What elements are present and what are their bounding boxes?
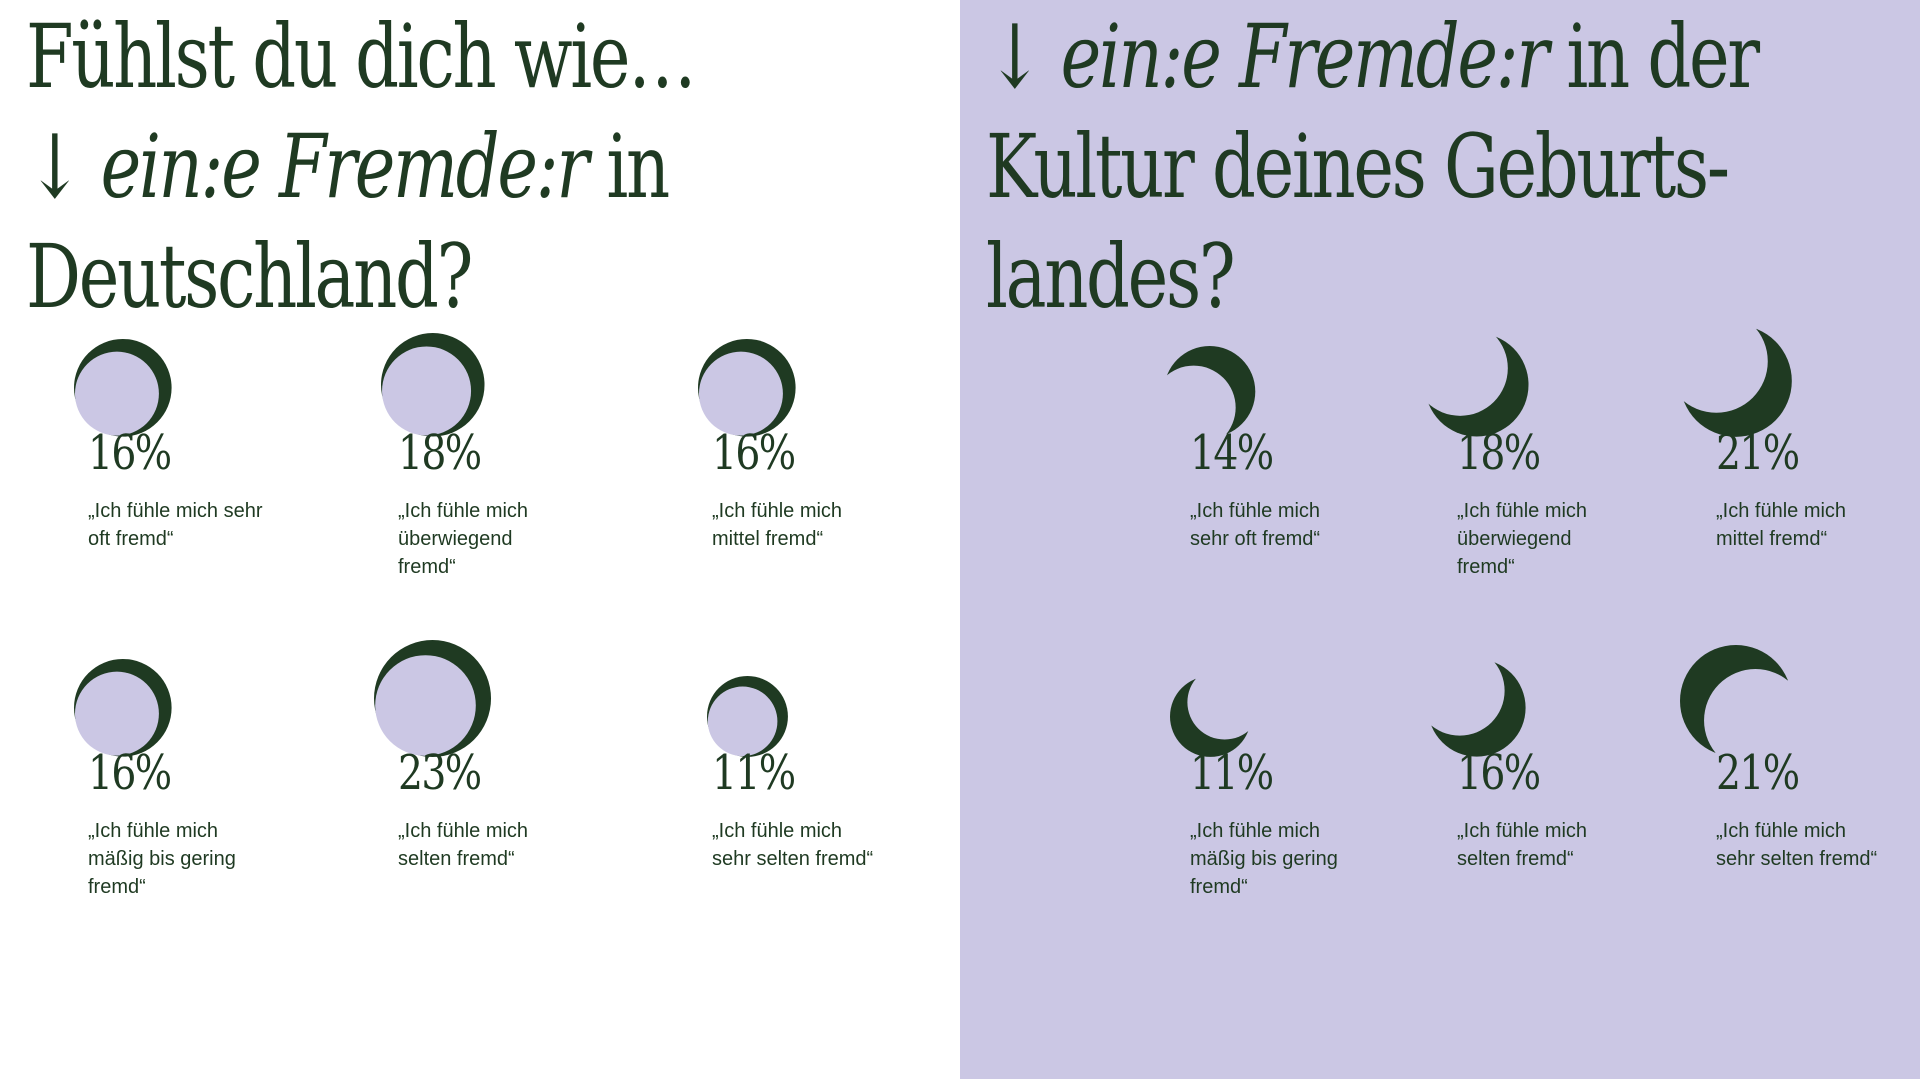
value-crescent (1164, 345, 1256, 437)
left-title: Fühlst du dich wie… ↓ ein:e Fremde:r in … (26, 2, 697, 332)
caption-line: „Ich fühle mich (712, 500, 843, 522)
moon-overlay (75, 352, 160, 437)
caption-line: überwiegend (398, 528, 513, 550)
left-title-after: in (606, 115, 670, 218)
caption-line: mittel fremd“ (712, 528, 824, 550)
category-caption: „Ich fühle mich sehr oft fremd“ (88, 497, 263, 553)
category-caption: „Ich fühle mich sehr selten fremd“ (712, 817, 873, 873)
category-caption: „Ich fühle mich überwiegend fremd“ (1457, 497, 1587, 581)
value-crescent (1169, 676, 1251, 757)
caption-line: mittel fremd“ (1716, 528, 1828, 550)
caption-line: „Ich fühle mich (1190, 820, 1321, 842)
caption-line: „Ich fühle mich sehr (88, 500, 263, 522)
caption-line: „Ich fühle mich (398, 820, 529, 842)
crescent-mark (1169, 676, 1251, 757)
down-arrow-icon: ↓ (986, 5, 1044, 108)
moon-circle-mark (698, 339, 796, 437)
moon-overlay (699, 352, 784, 437)
caption-line: „Ich fühle mich (398, 500, 529, 522)
right-title-line2: Kultur deines Geburts- (986, 115, 1730, 218)
category-caption: „Ich fühle mich selten fremd“ (1457, 817, 1587, 873)
percentage-label: 18% (1457, 425, 1541, 481)
caption-line: mäßig bis gering (1190, 848, 1338, 870)
moon-overlay (375, 655, 477, 756)
right-title-after: in der (1566, 5, 1760, 108)
percentage-label: 16% (88, 425, 172, 481)
percentage-label: 21% (1716, 745, 1800, 801)
right-title-italic: ein:e Fremde:r (1060, 5, 1550, 108)
caption-line: fremd“ (88, 876, 146, 898)
value-crescent (1680, 645, 1792, 757)
value-crescent (1428, 659, 1526, 757)
category-caption: „Ich fühle mich sehr selten fremd“ (1716, 817, 1877, 873)
category-caption: „Ich fühle mich mittel fremd“ (712, 497, 842, 553)
caption-line: „Ich fühle mich (712, 820, 843, 842)
crescent-mark (1425, 333, 1529, 437)
caption-line: sehr selten fremd“ (1716, 848, 1878, 870)
caption-line: fremd“ (398, 556, 456, 578)
category-caption: „Ich fühle mich sehr oft fremd“ (1190, 497, 1320, 553)
percentage-label: 16% (88, 745, 172, 801)
moon-circle-mark (74, 659, 172, 757)
caption-line: oft fremd“ (88, 528, 174, 550)
caption-line: „Ich fühle mich (1190, 500, 1321, 522)
right-panel: ↓ ein:e Fremde:r in der Kultur deines Ge… (960, 0, 1920, 1079)
category-caption: „Ich fühle mich mittel fremd“ (1716, 497, 1846, 553)
left-title-line3: Deutschland? (26, 225, 473, 328)
crescent-mark (1680, 645, 1792, 757)
percentage-label: 23% (398, 745, 482, 801)
moon-circle-mark (74, 339, 172, 437)
caption-line: „Ich fühle mich (1716, 500, 1847, 522)
percentage-label: 18% (398, 425, 482, 481)
percentage-label: 11% (1190, 745, 1274, 801)
caption-line: überwiegend (1457, 528, 1572, 550)
moon-overlay (707, 686, 777, 757)
percentage-label: 11% (712, 745, 796, 801)
caption-line: selten fremd“ (398, 848, 515, 870)
crescent-mark (1680, 325, 1792, 437)
right-title-line1: ↓ ein:e Fremde:r in der (986, 2, 1760, 112)
caption-line: „Ich fühle mich (1457, 820, 1588, 842)
left-title-line1: Fühlst du dich wie… (26, 5, 697, 108)
category-caption: „Ich fühle mich überwiegend fremd“ (398, 497, 528, 581)
down-arrow-icon: ↓ (26, 115, 84, 218)
caption-line: sehr selten fremd“ (712, 848, 874, 870)
crescent-mark (1428, 659, 1526, 757)
percentage-label: 16% (1457, 745, 1541, 801)
caption-line: „Ich fühle mich (1457, 500, 1588, 522)
left-title-line2: ↓ ein:e Fremde:r in (26, 112, 694, 222)
percentage-label: 16% (712, 425, 796, 481)
caption-line: selten fremd“ (1457, 848, 1574, 870)
moon-overlay (75, 672, 160, 757)
caption-line: mäßig bis gering (88, 848, 236, 870)
right-title: ↓ ein:e Fremde:r in der Kultur deines Ge… (986, 2, 1760, 332)
moon-overlay (382, 346, 472, 436)
moon-circle-mark (374, 639, 492, 757)
category-caption: „Ich fühle mich mäßig bis gering fremd“ (1190, 817, 1338, 901)
crescent-mark (1164, 345, 1256, 437)
caption-line: fremd“ (1190, 876, 1248, 898)
value-crescent (1680, 325, 1792, 437)
percentage-label: 14% (1190, 425, 1274, 481)
caption-line: „Ich fühle mich (88, 820, 219, 842)
caption-line: fremd“ (1457, 556, 1515, 578)
left-panel: Fühlst du dich wie… ↓ ein:e Fremde:r in … (26, 2, 874, 901)
category-caption: „Ich fühle mich selten fremd“ (398, 817, 528, 873)
right-title-line3: landes? (986, 225, 1236, 328)
moon-circle-mark (381, 333, 485, 437)
caption-line: „Ich fühle mich (1716, 820, 1847, 842)
caption-line: sehr oft fremd“ (1190, 528, 1321, 550)
value-crescent (1425, 333, 1529, 437)
moon-circle-mark (706, 676, 788, 757)
left-title-italic: ein:e Fremde:r (100, 115, 590, 218)
category-caption: „Ich fühle mich mäßig bis gering fremd“ (88, 817, 236, 901)
percentage-label: 21% (1716, 425, 1800, 481)
